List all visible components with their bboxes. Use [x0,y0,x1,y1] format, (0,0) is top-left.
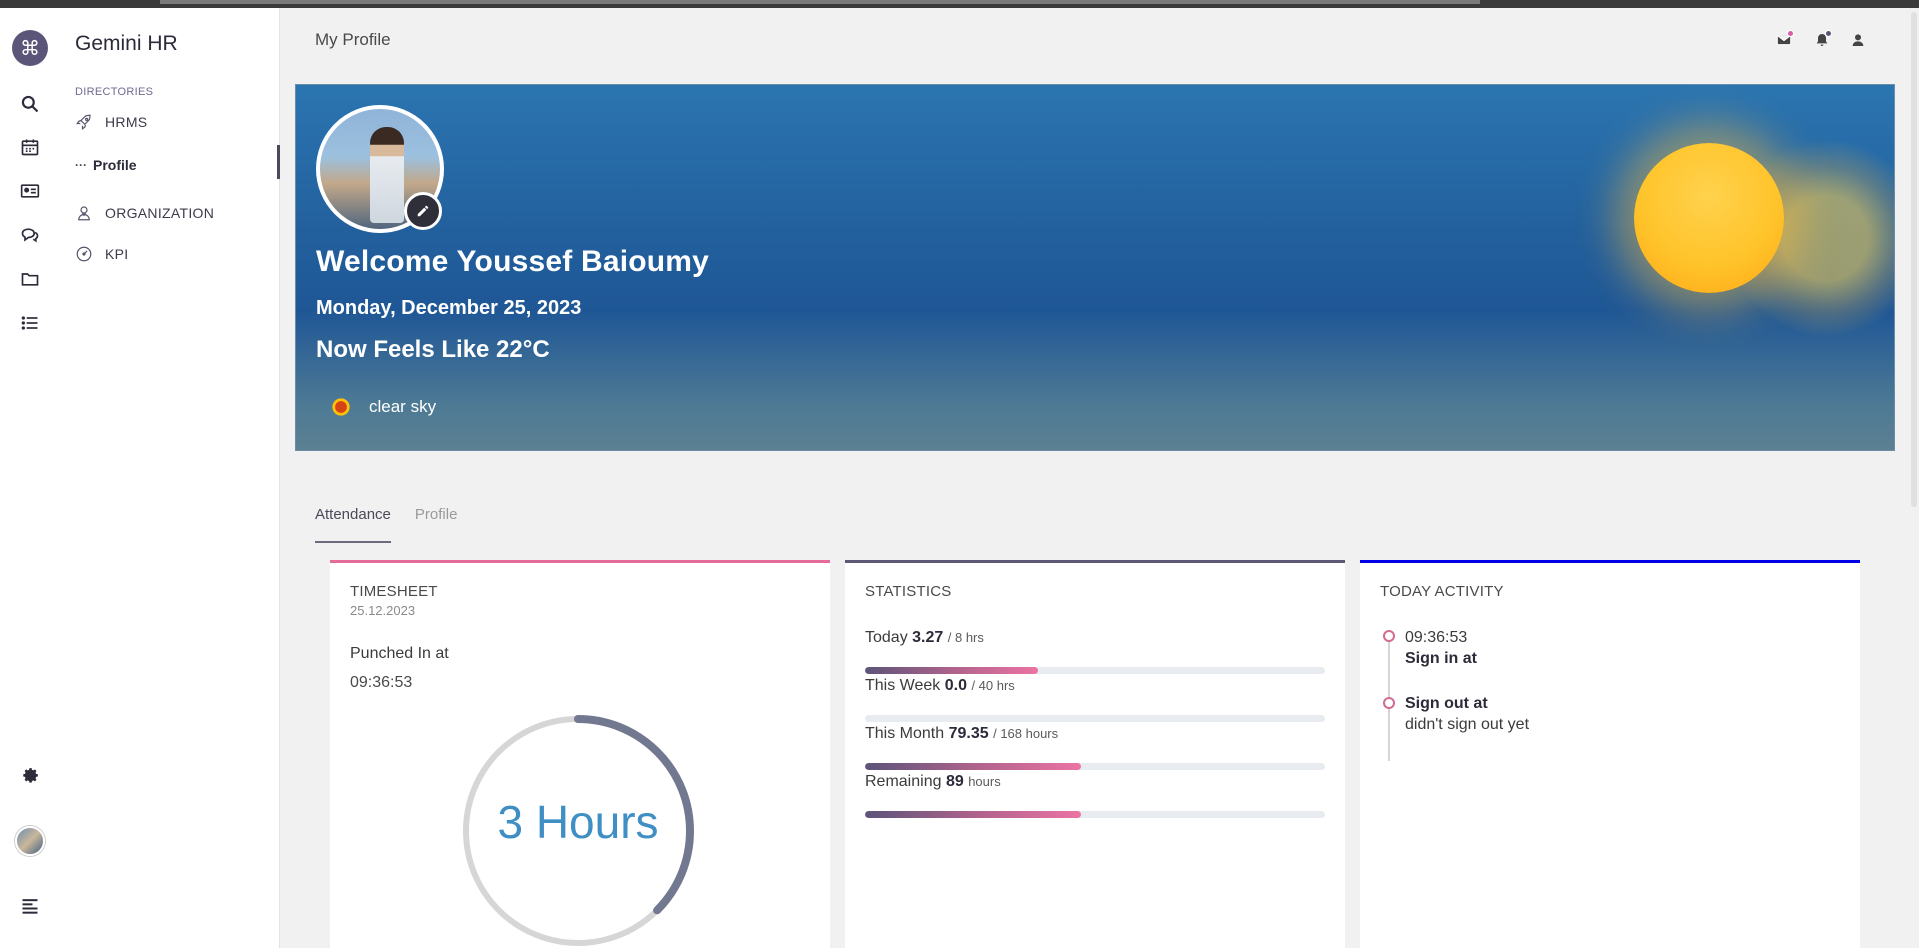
bell-icon[interactable] [1812,30,1832,50]
bell-badge [1825,30,1832,37]
page-scrollbar[interactable] [1909,8,1919,508]
menu-item-label: KPI [105,246,129,262]
activity-time: 09:36:53 [1405,629,1468,646]
scrollbar-thumb[interactable] [1911,12,1917,507]
card-title: TODAY ACTIVITY [1380,583,1504,600]
stat-label: This Week [865,677,941,694]
stat-month-bar [865,763,1325,770]
page-title: My Profile [315,30,391,49]
stat-label: Today [865,629,908,646]
menu-item-kpi[interactable]: KPI [75,245,128,263]
pencil-icon [417,205,429,217]
top-strip-inner [160,0,1480,4]
activity-label: Sign in at [1405,650,1477,667]
icon-rail: ⌘ [0,8,60,948]
mail-icon[interactable] [1774,30,1794,50]
profile-tabs: Attendance Profile [315,506,481,543]
stat-today-bar [865,667,1325,674]
stat-value: 79.35 [948,725,989,742]
chat-icon[interactable] [18,223,42,247]
folder-icon[interactable] [18,267,42,291]
hours-ring [462,715,694,947]
stat-remaining-bar [865,811,1325,818]
stat-week: This Week 0.0 / 40 hrs [865,677,1015,695]
timesheet-date: 25.12.2023 [350,603,416,618]
menu-section-label: DIRECTORIES [75,86,154,98]
menu-toggle-icon[interactable] [18,894,42,918]
timesheet-card: TIMESHEET 25.12.2023 Punched In at 09:36… [330,560,830,948]
stat-today: Today 3.27 / 8 hrs [865,629,984,647]
list-icon[interactable] [18,311,42,335]
weather-status: clear sky [328,394,436,420]
sun-icon [1634,143,1784,293]
user-icon[interactable] [1848,30,1868,50]
stat-value: 89 [945,773,964,790]
tab-attendance[interactable]: Attendance [315,506,391,543]
stat-week-bar [865,715,1325,722]
dots-icon: ··· [75,158,87,172]
stat-unit: hours [968,774,1001,789]
menu-item-hrms[interactable]: HRMS [75,113,147,131]
menu-item-label: Profile [93,157,137,173]
active-indicator [277,145,280,179]
weather-description: clear sky [369,397,437,416]
punch-in-label: Punched In at [350,645,449,662]
activity-detail: didn't sign out yet [1405,716,1530,733]
users-icon [78,206,90,221]
app-name: Gemini HR [75,32,178,55]
id-card-icon[interactable] [18,179,42,203]
hours-ring-label: 3 Hours [497,796,659,848]
timeline-dot [1383,630,1395,642]
stat-label: This Month [865,725,945,742]
stat-unit: / 40 hrs [971,678,1015,693]
menu-item-label: ORGANIZATION [105,205,215,221]
activity-label: Sign out at [1405,695,1488,712]
menu-item-label: HRMS [105,114,148,130]
tab-profile[interactable]: Profile [414,506,458,523]
weather-sun-icon [328,394,354,420]
stat-label: Remaining [865,773,942,790]
stat-bar-fill [865,811,1082,818]
timeline-dot [1383,697,1395,709]
menu-item-profile[interactable]: ··· Profile [75,157,137,173]
gear-icon[interactable] [18,763,42,787]
welcome-text: Welcome Youssef Baioumy [316,245,710,278]
calendar-icon[interactable] [18,135,42,159]
welcome-banner: Welcome Youssef Baioumy Monday, December… [295,84,1895,451]
rocket-icon [76,114,91,130]
stat-month: This Month 79.35 / 168 hours [865,725,1058,743]
mail-badge [1787,30,1794,37]
stat-remaining: Remaining 89 hours [865,773,1001,791]
feels-like-temperature: Now Feels Like 22°C [316,336,550,363]
stat-unit: / 168 hours [993,726,1059,741]
card-title: TIMESHEET [350,583,438,600]
stat-bar-fill [865,763,1082,770]
stat-value: 3.27 [912,629,944,646]
menu-item-organization[interactable]: ORGANIZATION [75,204,214,222]
stat-bar-fill [865,667,1038,674]
edit-avatar-button[interactable] [404,192,442,230]
stat-value: 0.0 [944,677,967,694]
ring-progress [462,715,694,947]
search-icon[interactable] [18,92,42,116]
statistics-card: STATISTICS Today 3.27 / 8 hrs This Week … [845,560,1345,948]
card-title: STATISTICS [865,583,952,600]
stat-unit: / 8 hrs [947,630,984,645]
today-activity-card: TODAY ACTIVITY 09:36:53 Sign in at Sign … [1360,560,1860,948]
current-date: Monday, December 25, 2023 [316,297,582,319]
side-menu: Gemini HR DIRECTORIES HRMS ··· Profile O… [60,8,280,948]
app-logo-icon[interactable]: ⌘ [12,30,48,66]
top-strip [0,0,1919,8]
user-avatar[interactable] [15,826,45,856]
gauge-icon [76,246,92,262]
profile-photo-figure [370,127,404,223]
punch-in-time: 09:36:53 [350,674,413,691]
